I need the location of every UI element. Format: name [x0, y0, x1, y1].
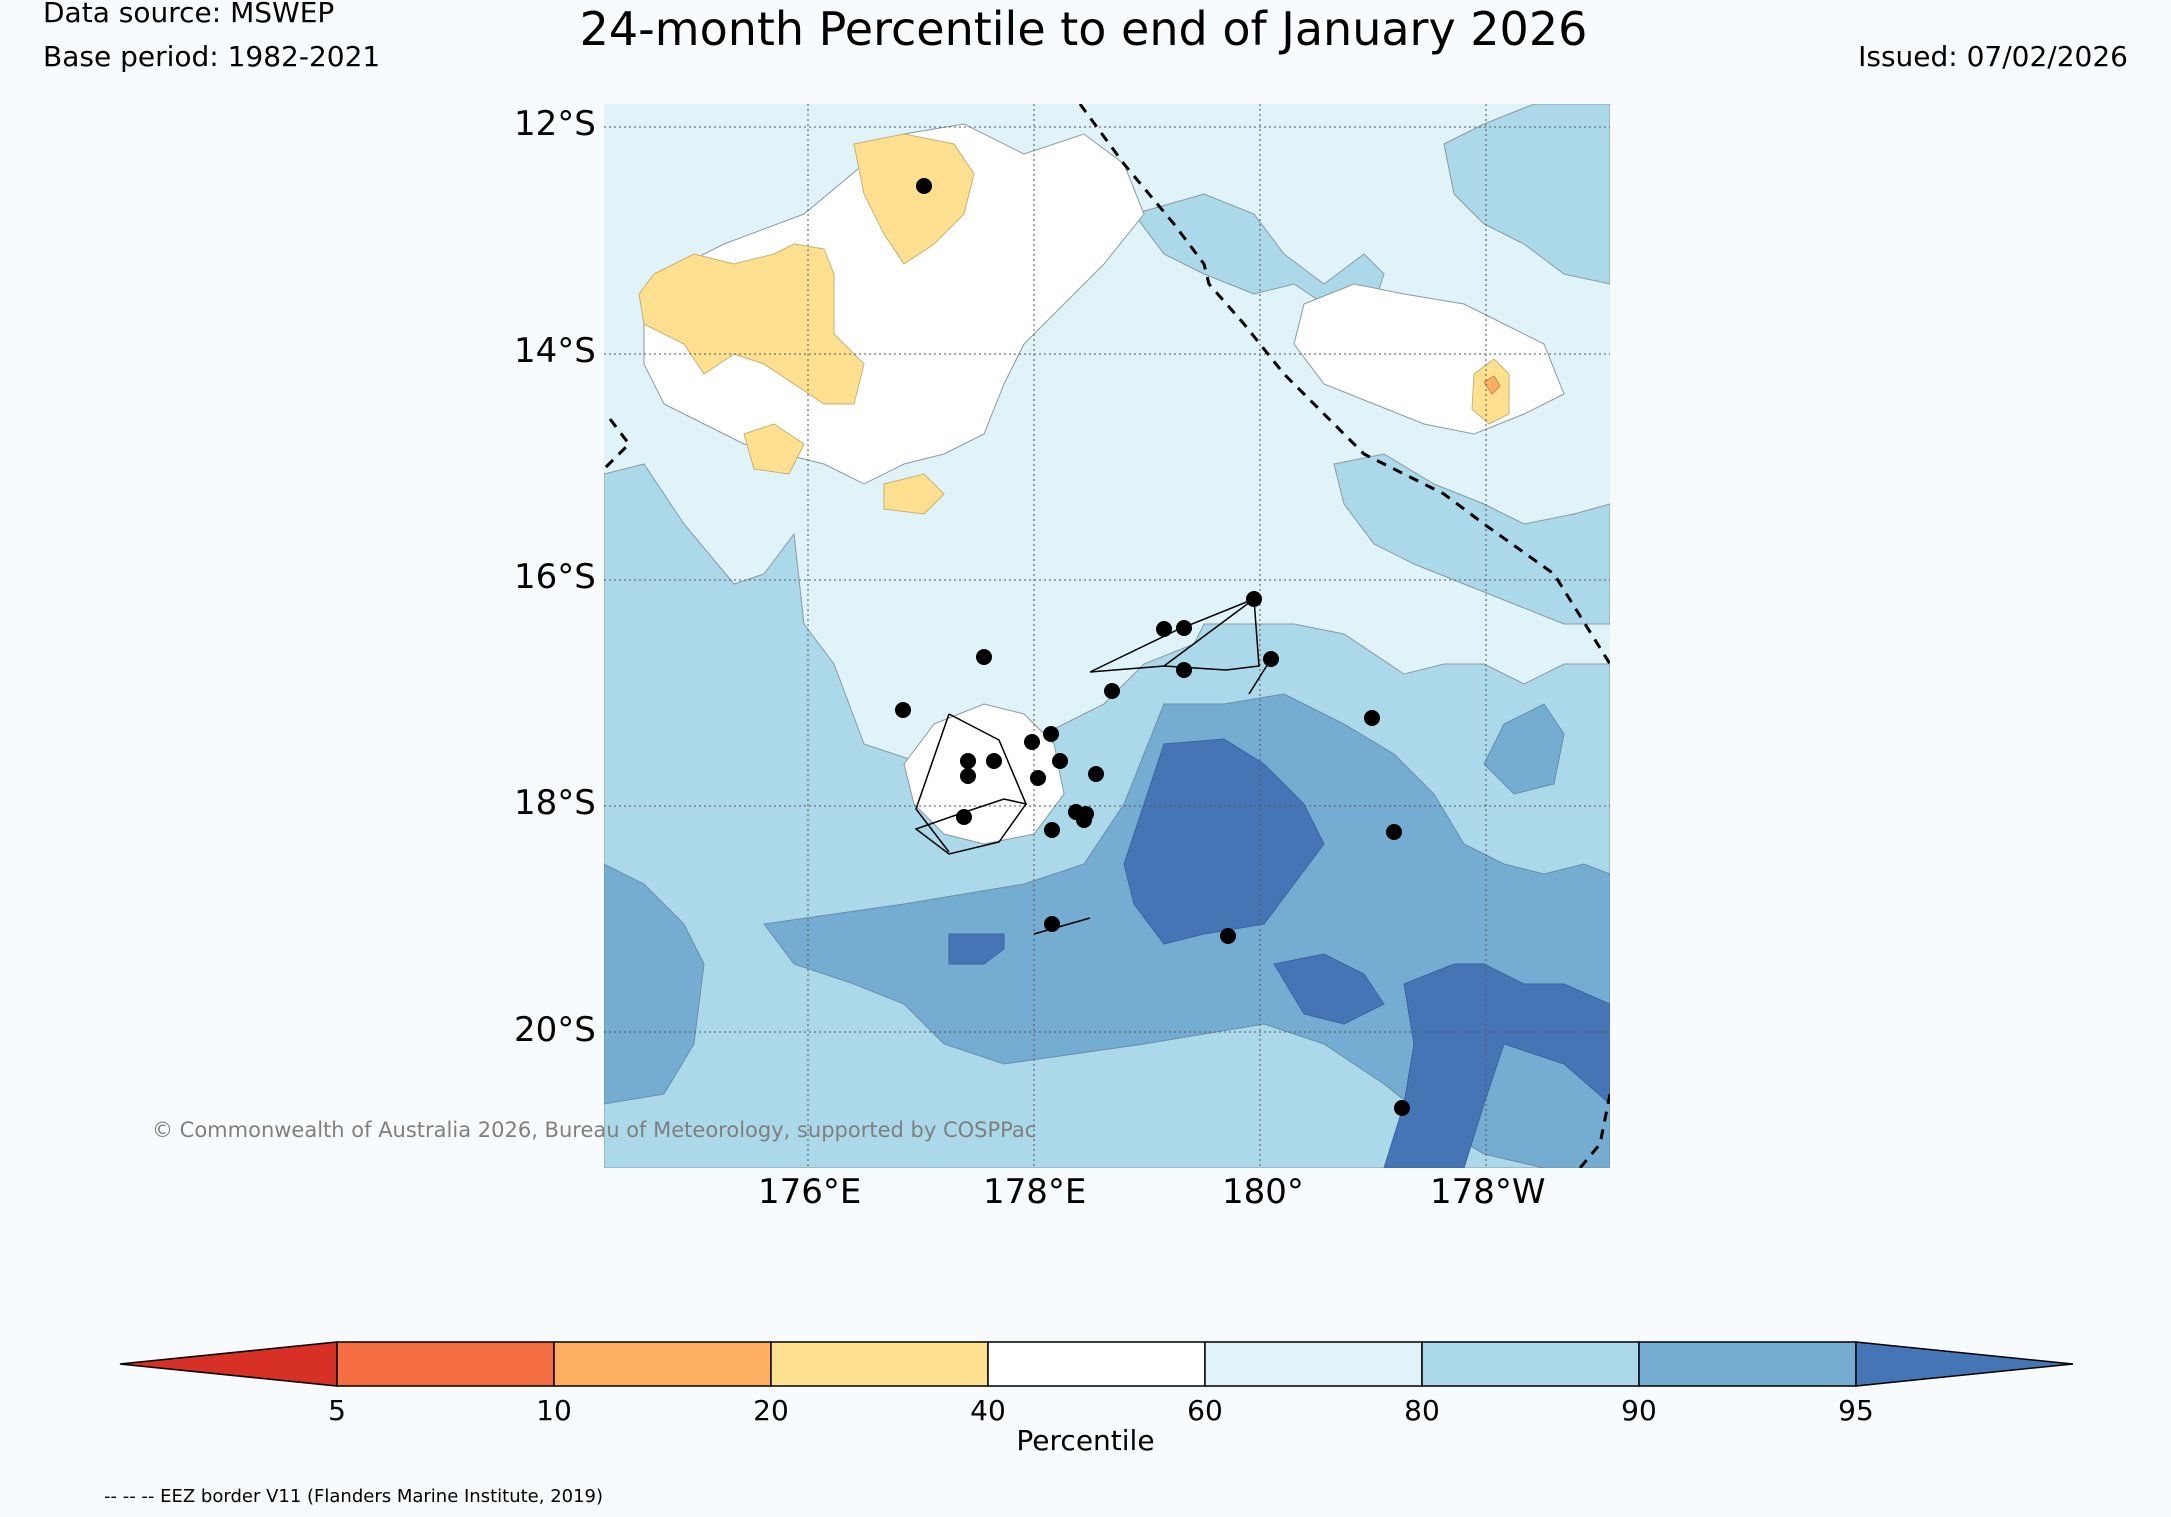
lon-label-178w: 178°W [1430, 1172, 1546, 1212]
data-source-text: Data source: MSWEP [43, 0, 335, 29]
map-title-text: 24-month Percentile to end of January 20… [579, 2, 1588, 56]
station-marker [1220, 928, 1236, 944]
eez-legend-note: -- -- -- EEZ border V11 (Flanders Marine… [104, 1486, 604, 1507]
colorbar-bin [987, 1341, 1206, 1387]
base-period-text: Base period: 1982-2021 [43, 40, 381, 73]
station-marker [1386, 824, 1402, 840]
station-marker [986, 753, 1002, 769]
station-marker [1088, 766, 1104, 782]
lon-label-178e: 178°E [983, 1172, 1087, 1212]
region-80-90-east [1333, 453, 1610, 625]
lat-label-14s: 14°S [514, 331, 596, 371]
station-marker [1156, 621, 1172, 637]
colorbar [119, 1341, 2074, 1387]
region-20-40-west [743, 423, 805, 475]
station-marker [1104, 683, 1120, 699]
region-above-95-center [1123, 738, 1325, 945]
station-marker [1076, 812, 1092, 828]
lat-label-18s: 18°S [514, 783, 596, 823]
lat-label-16s: 16°S [514, 557, 596, 597]
lat-label-20s: 20°S [514, 1010, 596, 1050]
station-marker [1263, 651, 1279, 667]
colorbar-bin [336, 1341, 555, 1387]
colorbar-tick: 90 [1621, 1394, 1657, 1427]
station-markers [895, 178, 1410, 1116]
colorbar-bin [1204, 1341, 1423, 1387]
colorbar-bin [553, 1341, 772, 1387]
region-10-20-east [1483, 375, 1501, 395]
colorbar-tick: 95 [1838, 1394, 1874, 1427]
region-above-95-west [948, 933, 1005, 965]
station-marker [1044, 916, 1060, 932]
region-90-95-east [1483, 703, 1565, 795]
station-marker [1030, 770, 1046, 786]
colorbar-tick: 10 [536, 1394, 572, 1427]
station-marker [960, 753, 976, 769]
station-marker [916, 178, 932, 194]
lon-label-180: 180° [1222, 1172, 1304, 1212]
colorbar-tick: 5 [328, 1394, 346, 1427]
colorbar-bin [1638, 1341, 1857, 1387]
colorbar-label: Percentile [1016, 1424, 1155, 1457]
lat-label-12s: 12°S [514, 104, 596, 144]
colorbar-bin [119, 1341, 338, 1387]
region-20-40-north [853, 133, 975, 265]
station-marker [1246, 591, 1262, 607]
colorbar-tick: 60 [1187, 1394, 1223, 1427]
station-marker [895, 702, 911, 718]
region-above-95-mid [1273, 953, 1385, 1025]
station-marker [1043, 726, 1059, 742]
map-gridlines [604, 104, 1610, 1168]
station-marker [1176, 662, 1192, 678]
station-marker [1176, 620, 1192, 636]
copyright-text: © Commonwealth of Australia 2026, Bureau… [152, 1118, 1037, 1142]
station-marker [1394, 1100, 1410, 1116]
colorbar-bin [770, 1341, 989, 1387]
station-marker [1364, 710, 1380, 726]
colorbar-tick: 20 [753, 1394, 789, 1427]
station-marker [976, 649, 992, 665]
colorbar-tick: 80 [1404, 1394, 1440, 1427]
percentile-map [604, 104, 1610, 1168]
map-panel [604, 104, 1610, 1168]
issued-date-text: Issued: 07/02/2026 [1858, 40, 2128, 73]
colorbar-tick: 40 [970, 1394, 1006, 1427]
station-marker [960, 768, 976, 784]
region-20-40-central [883, 473, 945, 515]
station-marker [1024, 734, 1040, 750]
region-above-95-south [1383, 963, 1610, 1168]
colorbar-bin [1855, 1341, 2074, 1387]
station-marker [1052, 753, 1068, 769]
region-90-95-south [604, 863, 705, 1105]
eez-borders [604, 104, 1610, 1168]
colorbar-bin [1421, 1341, 1640, 1387]
map-title: 24-month Percentile to end of January 20… [0, 2, 2171, 56]
lon-label-176e: 176°E [758, 1172, 862, 1212]
station-marker [1044, 822, 1060, 838]
station-marker [956, 809, 972, 825]
